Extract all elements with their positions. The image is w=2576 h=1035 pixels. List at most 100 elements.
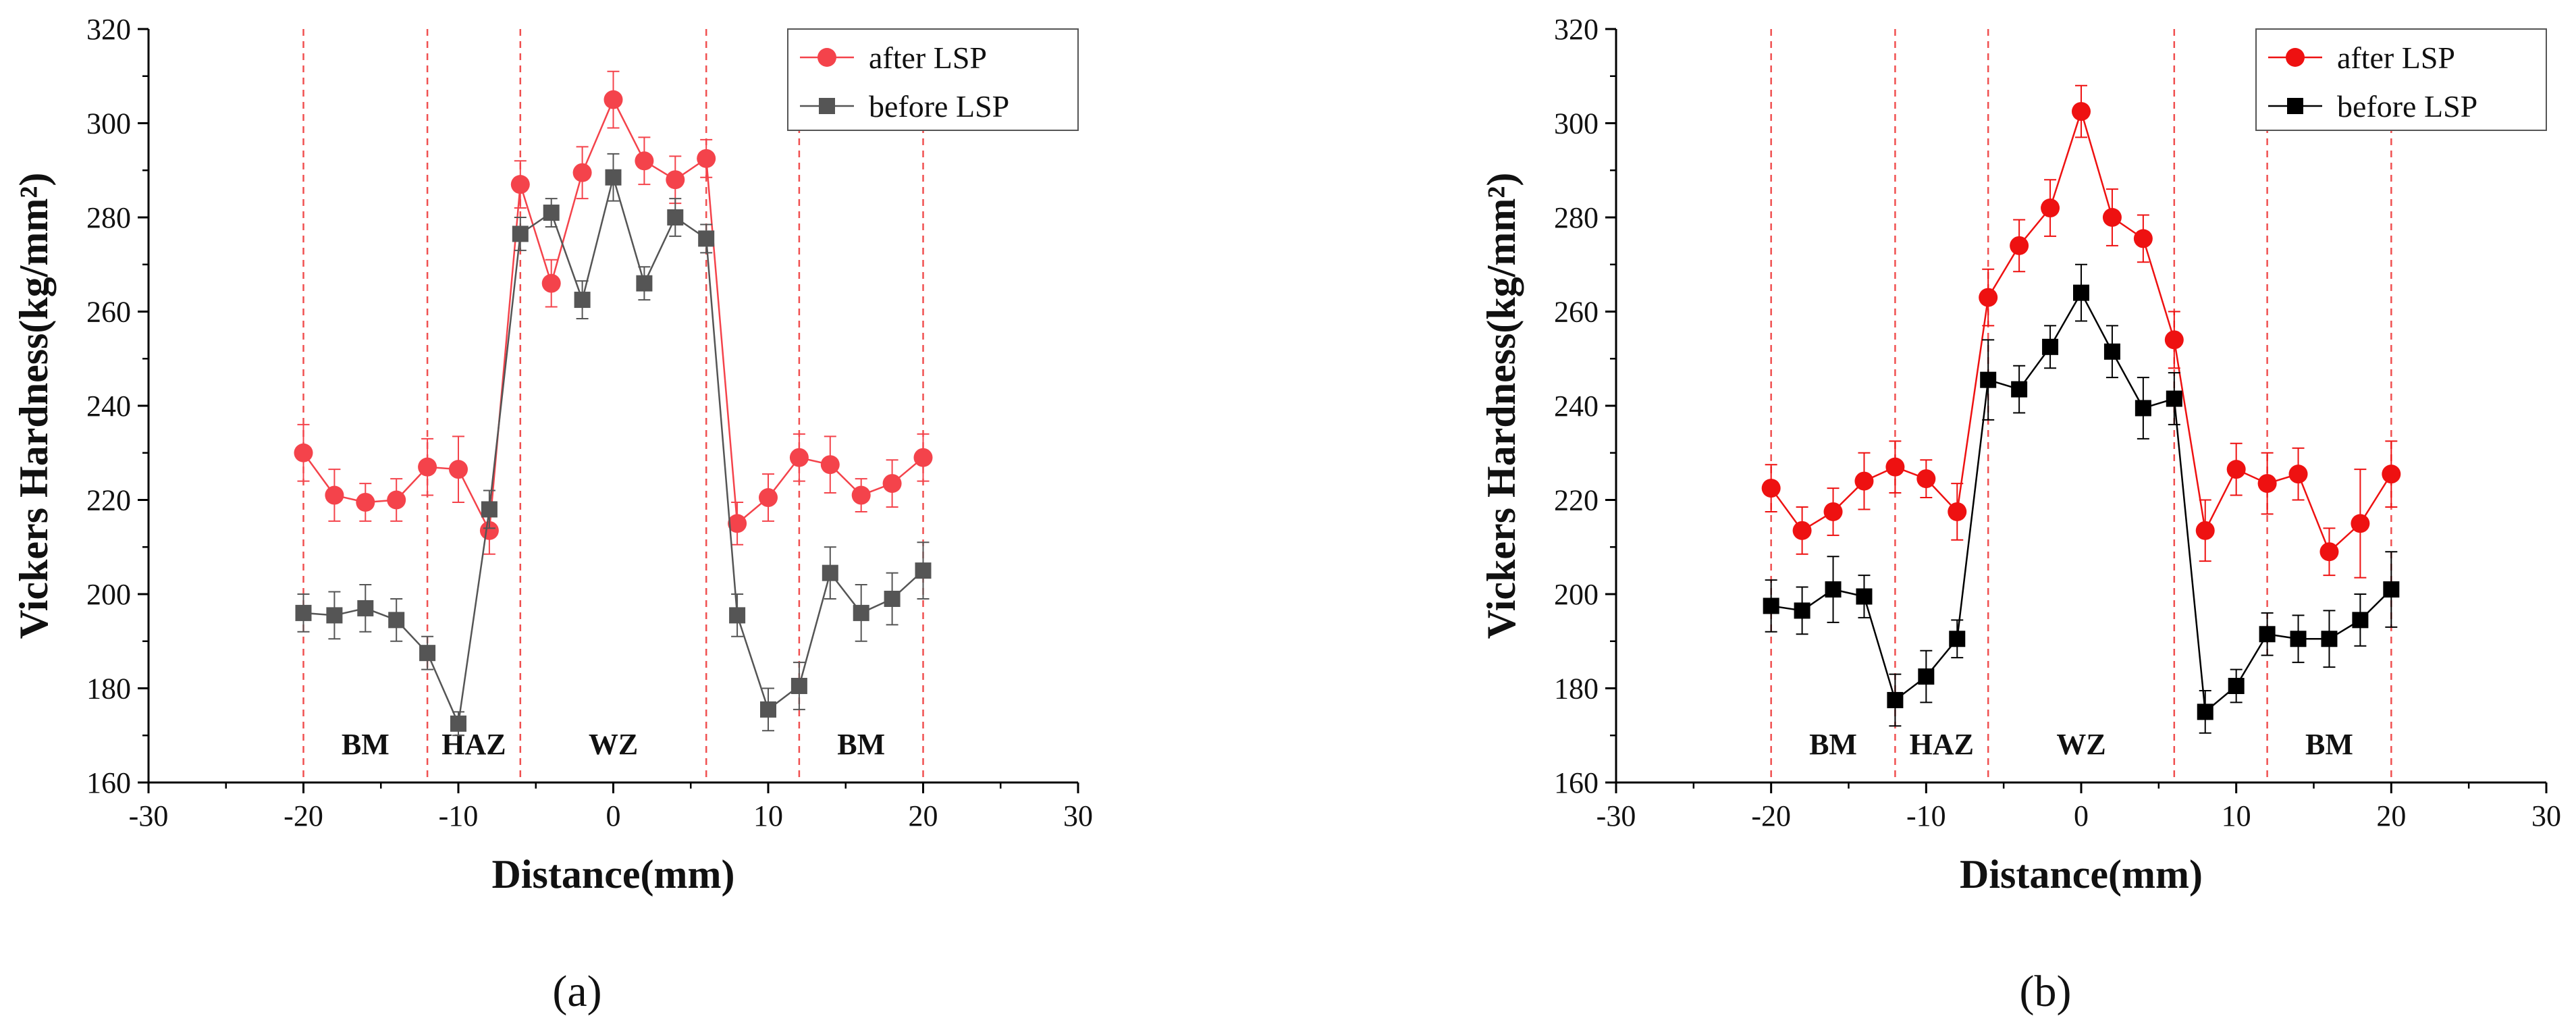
- y-axis-title: Vickers Hardness(kg/mm²): [1479, 173, 1524, 639]
- data-point: [1979, 288, 1998, 307]
- data-point: [449, 460, 468, 479]
- data-point: [729, 607, 746, 624]
- data-point: [605, 169, 622, 186]
- data-point: [2288, 465, 2308, 484]
- x-tick-label: -20: [1751, 799, 1791, 832]
- y-tick-label: 300: [86, 107, 131, 140]
- data-point: [913, 448, 933, 467]
- x-tick-label: 20: [2376, 799, 2406, 832]
- data-point: [2197, 704, 2213, 720]
- data-point: [760, 701, 776, 718]
- data-point: [2011, 381, 2028, 398]
- legend-marker: [819, 98, 835, 114]
- data-point: [543, 205, 560, 221]
- data-point: [295, 604, 312, 621]
- data-point: [728, 514, 747, 533]
- data-point: [1980, 371, 1997, 388]
- data-point: [2228, 678, 2245, 695]
- zone-label: HAZ: [1910, 728, 1974, 761]
- data-point: [884, 590, 901, 607]
- y-tick-label: 240: [1554, 390, 1599, 423]
- x-tick-label: 20: [909, 799, 938, 832]
- legend-label: before LSP: [869, 89, 1009, 124]
- data-point: [356, 492, 375, 512]
- data-point: [574, 292, 591, 309]
- data-point: [759, 488, 778, 508]
- data-point: [2383, 581, 2400, 598]
- data-point: [2073, 284, 2089, 301]
- x-tick-label: 30: [1063, 799, 1093, 832]
- data-point: [357, 600, 374, 616]
- x-tick-label: -10: [1906, 799, 1946, 832]
- data-point: [2133, 229, 2153, 248]
- data-point: [294, 443, 313, 462]
- series-before-lsp: [1763, 263, 2400, 734]
- data-point: [882, 474, 902, 494]
- y-tick-label: 180: [1554, 672, 1599, 706]
- data-point: [2042, 338, 2059, 355]
- data-point: [1885, 457, 1905, 477]
- y-tick-label: 160: [86, 766, 131, 799]
- data-point: [1916, 469, 1936, 489]
- x-tick-label: -10: [439, 799, 479, 832]
- legend-label: after LSP: [2337, 41, 2455, 75]
- zone-label: HAZ: [441, 728, 506, 761]
- x-tick-label: -30: [1596, 799, 1636, 832]
- y-tick-label: 280: [86, 201, 131, 234]
- data-point: [326, 607, 343, 624]
- y-tick-label: 160: [1554, 766, 1599, 799]
- data-point: [479, 521, 499, 540]
- data-point: [2103, 343, 2120, 360]
- panel-caption: (a): [552, 967, 601, 1016]
- data-point: [2321, 631, 2338, 647]
- legend-marker: [817, 48, 836, 67]
- zone-label: BM: [2305, 728, 2353, 761]
- data-point: [388, 612, 405, 629]
- data-point: [915, 562, 932, 579]
- data-point: [541, 273, 561, 293]
- x-tick-label: 10: [753, 799, 783, 832]
- x-axis-title: Distance(mm): [492, 852, 735, 897]
- data-point: [450, 715, 466, 732]
- data-point: [2352, 612, 2369, 629]
- data-point: [2259, 626, 2276, 643]
- y-tick-label: 220: [1554, 484, 1599, 517]
- data-point: [2226, 460, 2246, 479]
- series-before-lsp: [295, 153, 932, 737]
- data-point: [603, 90, 623, 109]
- legend-marker: [2286, 48, 2305, 67]
- data-point: [2010, 236, 2029, 255]
- data-point: [1856, 588, 1873, 605]
- x-tick-label: 0: [2074, 799, 2089, 832]
- data-point: [1792, 521, 1812, 540]
- data-point: [325, 485, 344, 505]
- chart-panel-a: -30 -20 -10 0 10 20 30 160 180 200 220 240 260 280 300…: [11, 13, 1093, 1016]
- data-point: [851, 485, 871, 505]
- data-point: [1949, 631, 1966, 647]
- data-point: [1763, 598, 1779, 614]
- data-point: [1761, 479, 1781, 498]
- y-tick-label: 280: [1554, 201, 1599, 234]
- data-point: [697, 149, 716, 168]
- y-tick-label: 220: [86, 484, 131, 517]
- y-tick-label: 320: [1554, 13, 1599, 46]
- data-point: [1854, 471, 1874, 491]
- data-point: [2195, 521, 2215, 540]
- y-tick-label: 200: [86, 578, 131, 611]
- data-point: [2319, 542, 2339, 562]
- data-point: [419, 645, 436, 662]
- data-point: [512, 225, 529, 242]
- data-point: [2041, 198, 2060, 218]
- legend-marker: [2287, 98, 2303, 114]
- y-tick-label: 260: [1554, 296, 1599, 329]
- data-point: [2072, 102, 2091, 122]
- data-point: [820, 455, 840, 475]
- chart-panel-b: -30 -20 -10 0 10 20 30 160 180 200 220 240 260 280 300…: [1479, 13, 2561, 1016]
- data-point: [481, 501, 498, 518]
- data-point: [387, 490, 406, 510]
- data-point: [636, 275, 653, 292]
- data-point: [698, 230, 715, 247]
- y-tick-label: 260: [86, 296, 131, 329]
